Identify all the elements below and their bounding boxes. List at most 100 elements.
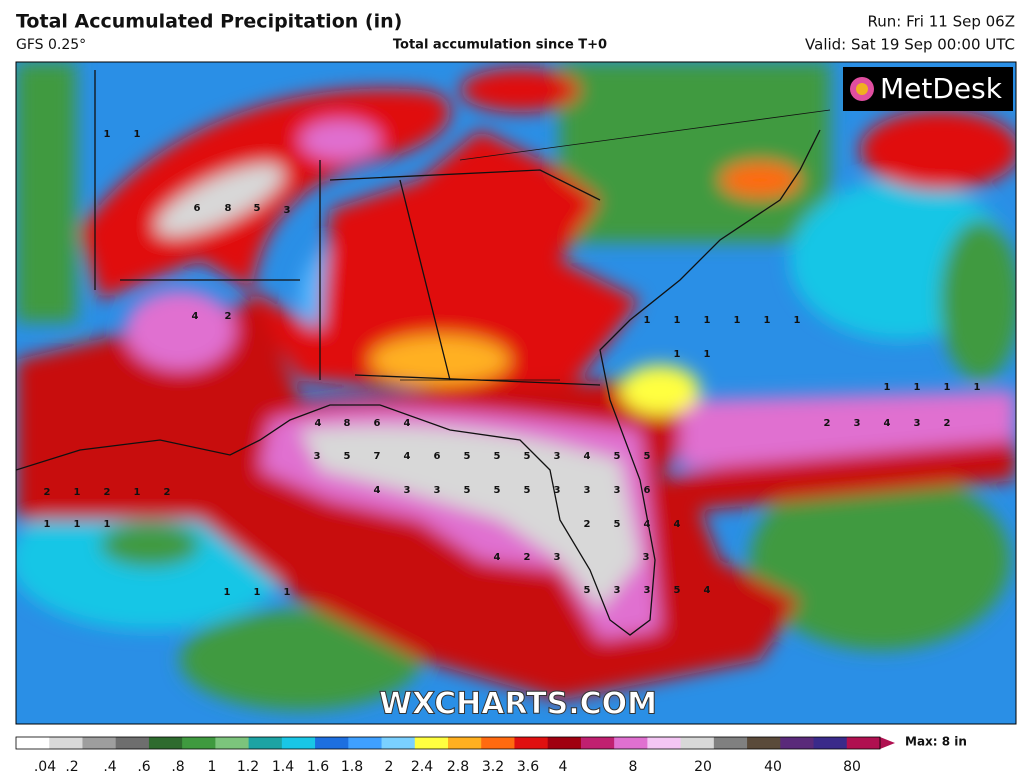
map-value: 3	[434, 485, 441, 496]
run-time: Run: Fri 11 Sep 06Z	[868, 13, 1015, 31]
legend-swatch	[348, 737, 383, 749]
legend-swatch	[281, 737, 316, 749]
map-value: 2	[944, 418, 951, 429]
map-value: 5	[254, 203, 261, 214]
map-value: 1	[704, 349, 711, 360]
map-value: 4	[315, 418, 322, 429]
legend-swatch	[481, 737, 515, 749]
legend-swatch	[414, 737, 449, 749]
legend-label: 1.4	[272, 759, 294, 775]
map-value: 2	[225, 311, 232, 322]
map: MetDesk 6 8 5 3 4 2 4 8 6 4 3 5 7 4 6 5 5 5 3 4 5 5 4 3 3 5 5 5 3 3 3 6…	[16, 62, 1016, 724]
map-value: 3	[854, 418, 861, 429]
legend-swatch	[315, 737, 349, 749]
legend-swatch	[49, 737, 83, 749]
map-value: 4	[704, 585, 711, 596]
legend-frame	[15, 736, 881, 750]
legend-swatch	[813, 737, 848, 749]
watermark: WXCHARTS.COM	[379, 687, 657, 722]
map-value: 5	[524, 485, 531, 496]
map-value: 1	[104, 129, 111, 140]
map-value: 3	[914, 418, 921, 429]
map-value: 3	[284, 205, 291, 216]
map-value: 4	[674, 519, 681, 530]
legend-swatch	[680, 737, 715, 749]
valid-time: Valid: Sat 19 Sep 00:00 UTC	[805, 36, 1015, 54]
legend-label: 1	[208, 759, 217, 775]
map-value: 5	[674, 585, 681, 596]
legend-label: 1.2	[237, 759, 259, 775]
map-value: 4	[584, 451, 591, 462]
map-value: 2	[524, 552, 531, 563]
legend-swatch	[713, 737, 748, 749]
map-value: 3	[314, 451, 321, 462]
map-value: 1	[794, 315, 801, 326]
legend-swatch	[780, 737, 815, 749]
map-value: 1	[224, 587, 231, 598]
map-value: 2	[584, 519, 591, 530]
map-frame	[15, 61, 1017, 725]
map-value: 4	[884, 418, 891, 429]
legend-label: 1.8	[341, 759, 363, 775]
legend-swatch	[381, 737, 416, 749]
map-value: 1	[674, 349, 681, 360]
legend-label: 2.8	[447, 759, 469, 775]
map-value: 5	[464, 485, 471, 496]
map-value: 3	[554, 552, 561, 563]
map-value: 1	[134, 487, 141, 498]
map-value: 5	[494, 485, 501, 496]
map-value: 5	[614, 519, 621, 530]
logo: MetDesk	[880, 72, 1003, 105]
legend-label: 4	[559, 759, 568, 775]
map-value: 4	[404, 451, 411, 462]
legend-label: 40	[764, 759, 782, 775]
map-value: 5	[644, 451, 651, 462]
legend-label: .6	[137, 759, 150, 775]
map-value: 1	[674, 315, 681, 326]
legend-max: Max: 8 in	[905, 735, 967, 749]
legend-label: 80	[843, 759, 861, 775]
map-value: 6	[434, 451, 441, 462]
map-value: 1	[74, 519, 81, 530]
title: Total Accumulated Precipitation (in)	[16, 11, 402, 33]
legend-label: 1.6	[307, 759, 329, 775]
map-value: 4	[192, 311, 199, 322]
map-value: 6	[194, 203, 201, 214]
legend-label: 20	[694, 759, 712, 775]
map-value: 8	[344, 418, 351, 429]
map-value: 1	[104, 519, 111, 530]
map-value: 3	[614, 485, 621, 496]
map-value: 5	[614, 451, 621, 462]
legend-label: .8	[171, 759, 184, 775]
legend-label: 3.6	[517, 759, 539, 775]
map-value: 1	[704, 315, 711, 326]
map-value: 4	[644, 519, 651, 530]
legend-label: .04	[34, 759, 56, 775]
map-value: 6	[374, 418, 381, 429]
map-value: 1	[134, 129, 141, 140]
legend-swatch	[614, 737, 648, 749]
map-value: 1	[734, 315, 741, 326]
map-value: 1	[884, 382, 891, 393]
legend-swatch	[215, 737, 250, 749]
legend-label: 2	[385, 759, 394, 775]
map-value: 3	[644, 585, 651, 596]
map-value: 4	[494, 552, 501, 563]
legend-swatch	[448, 737, 482, 749]
map-value: 7	[374, 451, 381, 462]
legend-swatch	[580, 737, 615, 749]
legend-label: .4	[103, 759, 116, 775]
legend-swatch	[647, 737, 682, 749]
map-value: 2	[824, 418, 831, 429]
map-value: 5	[344, 451, 351, 462]
legend-swatch	[115, 737, 150, 749]
map-value: 5	[494, 451, 501, 462]
legend: .04 .2 .4 .6 .8 1 1.2 1.4 1.6 1.8 2 2.4 2.8 3.2 3.6 4 8 2…	[15, 736, 895, 775]
map-value: 3	[614, 585, 621, 596]
map-value: 4	[404, 418, 411, 429]
legend-label: 2.4	[411, 759, 433, 775]
map-value: 3	[584, 485, 591, 496]
map-value: 6	[644, 485, 651, 496]
map-value: 1	[764, 315, 771, 326]
